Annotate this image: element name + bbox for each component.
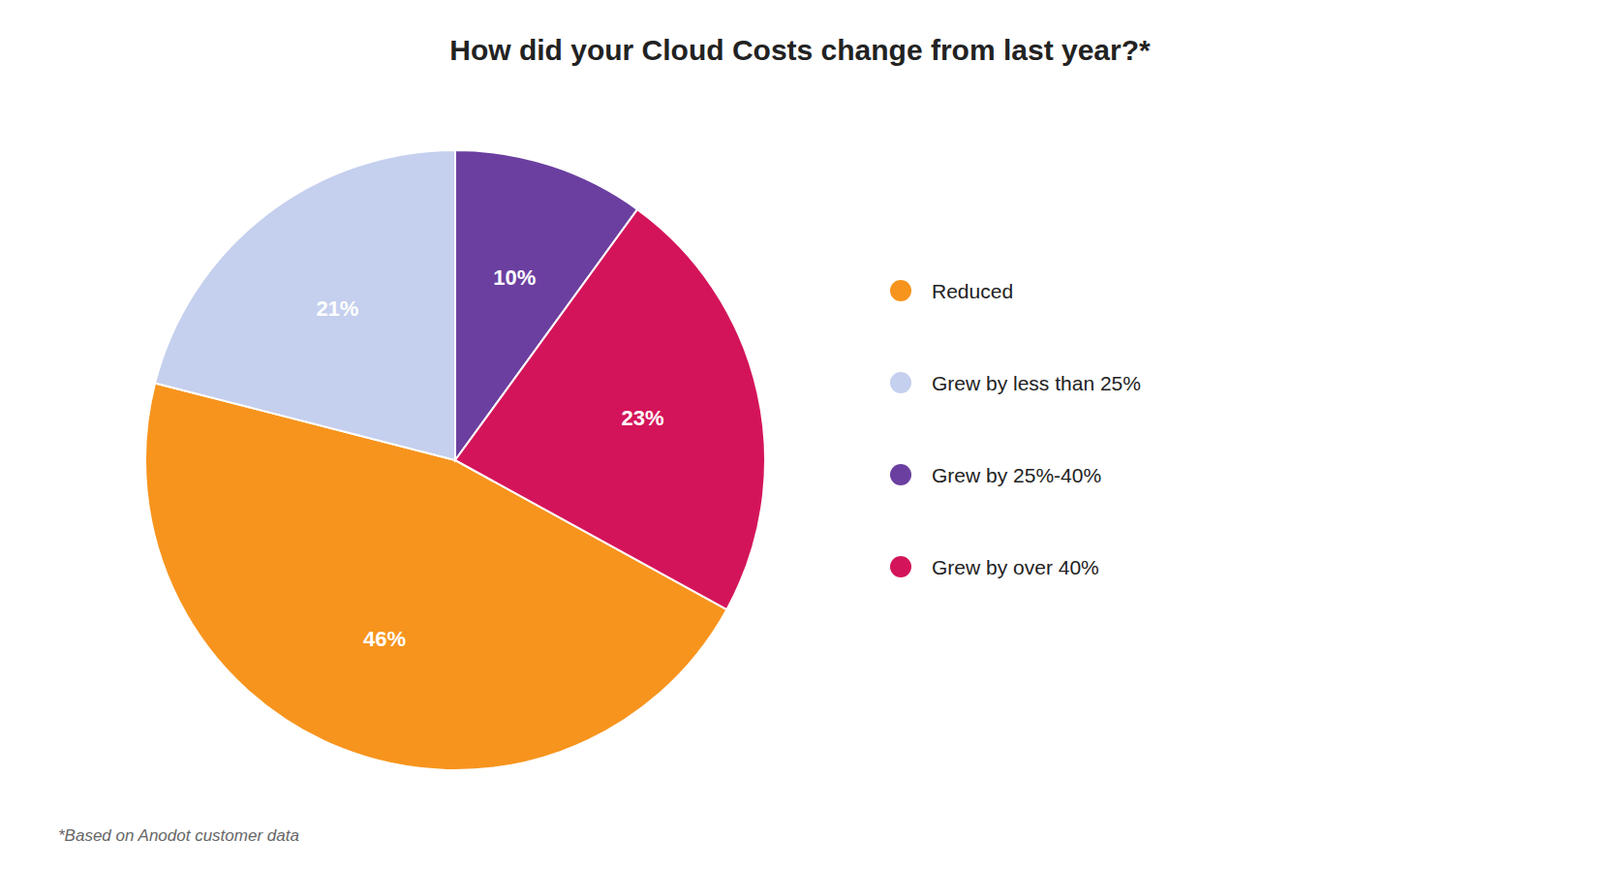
chart: How did your Cloud Costs change from las… — [0, 0, 1600, 870]
title: How did your Cloud Costs change from las… — [449, 33, 1151, 66]
legend-swatch — [890, 371, 912, 394]
legend-label: Grew by less than 25% — [931, 371, 1141, 395]
legend-item: Reduced — [890, 279, 1014, 303]
slice — [154, 150, 456, 461]
footnote: *Based on Anodot customer data — [58, 826, 300, 845]
pie — [145, 150, 766, 770]
data-label: 23% — [621, 405, 665, 431]
annotations: *Based on Anodot customer data — [58, 826, 300, 845]
data-label: 46% — [363, 626, 406, 651]
legend-label: Grew by 25%-40% — [931, 463, 1102, 487]
legend-item: Grew by less than 25% — [890, 371, 1141, 395]
data-label: 10% — [492, 265, 536, 290]
legend: Reduced Grew by less than 25% Grew by 25%-… — [890, 279, 1141, 579]
data-labels: 46% 21% 10% 23% — [315, 265, 664, 651]
legend-swatch — [890, 279, 912, 302]
legend-label: Reduced — [931, 279, 1014, 303]
data-label: 21% — [315, 296, 359, 321]
legend-item: Grew by 25%-40% — [890, 463, 1102, 487]
slice — [455, 209, 766, 610]
legend-swatch — [890, 555, 912, 578]
legend-swatch — [890, 463, 912, 486]
legend-item: Grew by over 40% — [890, 555, 1100, 579]
legend-label: Grew by over 40% — [931, 555, 1100, 579]
